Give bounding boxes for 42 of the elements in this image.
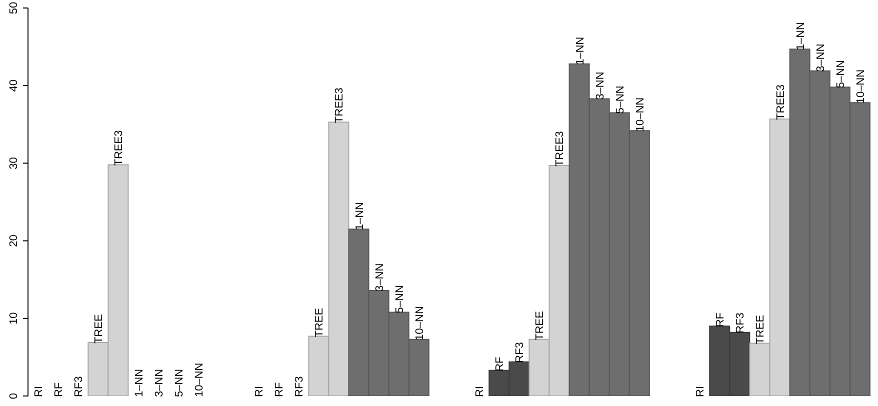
x-tick-label: 10–NN xyxy=(634,97,646,132)
x-tick-label: RI xyxy=(474,386,486,397)
x-tick-label: RF xyxy=(714,312,727,328)
x-tick-label: RF3 xyxy=(73,376,86,397)
x-tick-label: 3–NN xyxy=(814,44,827,72)
x-tick-label: RI xyxy=(694,386,707,397)
x-tick-label: 3–NN xyxy=(374,263,386,292)
x-tick-label: RF xyxy=(494,356,506,372)
x-tick-label: TREE3 xyxy=(554,131,566,167)
x-tick-label: 10–NN xyxy=(414,306,426,340)
x-tick-label: RF3 xyxy=(294,376,306,397)
x-tick-label: TREE xyxy=(534,311,546,340)
x-tick-label: 5–NN xyxy=(173,368,186,397)
x-tick-label: RI xyxy=(33,386,46,397)
x-tick-label: 1–NN xyxy=(794,22,807,50)
x-tick-label: 1–NN xyxy=(574,36,586,65)
x-tick-label: TREE3 xyxy=(113,130,126,166)
x-tick-label: RF3 xyxy=(734,312,747,334)
x-tick-label: TREE3 xyxy=(334,88,346,124)
x-tick-label: 3–NN xyxy=(153,368,166,397)
y-tick-label: 20 xyxy=(8,234,20,247)
x-tick-label: TREE xyxy=(754,314,767,344)
x-tick-label: 5–NN xyxy=(394,285,406,314)
x-tick-label: RI xyxy=(254,386,266,397)
x-tick-label: TREE xyxy=(314,308,326,338)
y-tick-label: 30 xyxy=(8,157,20,170)
x-tick-label: 10–NN xyxy=(854,69,867,104)
y-tick-label: 0 xyxy=(8,392,20,400)
x-tick-label: RF xyxy=(53,382,66,397)
x-tick-label: 10–NN xyxy=(193,362,206,397)
x-tick-label: TREE3 xyxy=(774,84,787,120)
x-tick-label: RF xyxy=(274,382,286,397)
x-tick-label: 5–NN xyxy=(614,86,626,114)
y-tick-label: 40 xyxy=(8,79,20,92)
x-tick-label: RF3 xyxy=(514,342,526,363)
x-tick-label: 5–NN xyxy=(834,60,847,88)
x-tick-label: 3–NN xyxy=(594,72,606,100)
x-tick-label: TREE xyxy=(93,314,106,344)
y-tick-label: 50 xyxy=(8,2,20,14)
x-tick-label: 1–NN xyxy=(354,202,366,230)
y-tick-label: 10 xyxy=(8,312,20,325)
x-tick-label: 1–NN xyxy=(133,368,146,397)
